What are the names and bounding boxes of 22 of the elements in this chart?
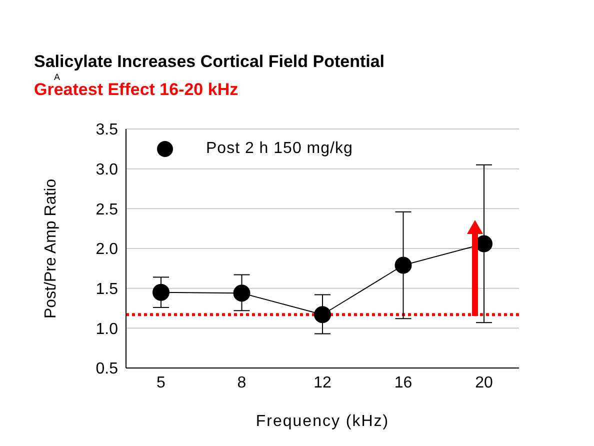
x-tick-label: 8 <box>237 374 246 392</box>
point <box>314 306 331 324</box>
y-tick-label: 3.5 <box>96 122 118 139</box>
y-tick-label: 2.5 <box>96 201 118 218</box>
y-axis-title: Post/Pre Amp Ratio <box>42 178 60 318</box>
x-tick-label: 20 <box>475 374 493 392</box>
legend-label: Post 2 h 150 mg/kg <box>206 140 353 158</box>
y-tick-label: 1.0 <box>96 320 118 338</box>
point <box>152 284 170 301</box>
point <box>233 284 250 302</box>
y-tick-label: 3.0 <box>96 162 118 179</box>
y-tick-label: 2.0 <box>96 241 118 258</box>
chart-subtitle: Greatest Effect 16-20 kHz <box>34 80 238 100</box>
x-tick-label: 12 <box>314 374 332 392</box>
x-axis-title: Frequency (kHz) <box>256 413 390 430</box>
point <box>394 256 412 274</box>
text: A <box>54 72 60 82</box>
y-tick-label: 0.5 <box>96 360 118 378</box>
x-tick-label: 5 <box>156 374 166 392</box>
chart-title: Salicylate Increases Cortical Field Potential <box>34 52 385 72</box>
x-tick-label: 16 <box>394 374 412 392</box>
y-tick-label: 1.5 <box>96 281 118 298</box>
